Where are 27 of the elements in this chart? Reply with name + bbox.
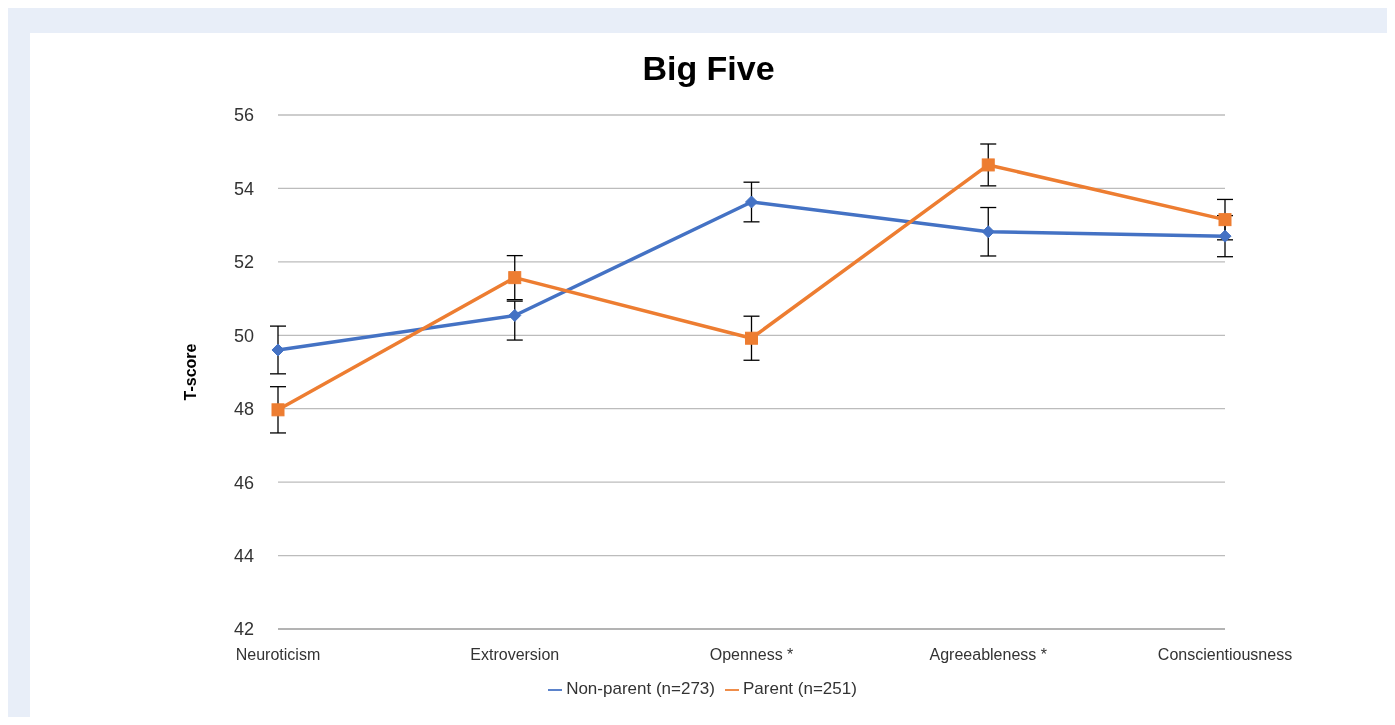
point xyxy=(981,158,995,172)
legend-label: Parent (n=251) xyxy=(742,679,857,698)
y-tick-label: 48 xyxy=(233,399,254,420)
point xyxy=(508,308,522,322)
y-tick-label: 54 xyxy=(233,178,254,199)
y-tick-label: 50 xyxy=(233,325,254,346)
x-tick-label: Agreeableness * xyxy=(929,646,1047,664)
x-tick-label: Openness * xyxy=(709,646,794,664)
y-axis-title: T-score xyxy=(181,343,199,401)
point xyxy=(508,271,522,285)
y-tick-label: 52 xyxy=(233,252,254,273)
point xyxy=(1218,213,1232,227)
y-tick-label: 46 xyxy=(233,472,254,493)
x-tick-label: Neuroticism xyxy=(235,646,321,664)
x-tick-label: Conscientiousness xyxy=(1157,646,1293,664)
y-tick-label: 44 xyxy=(233,545,254,566)
point xyxy=(745,195,758,209)
point xyxy=(271,403,285,417)
point xyxy=(1218,229,1232,243)
y-tick-label: 42 xyxy=(233,619,254,640)
point xyxy=(271,343,285,357)
legend-label: Non-parent (n=273) xyxy=(566,679,715,698)
point xyxy=(981,225,995,239)
x-tick-label: Extroversion xyxy=(470,646,560,664)
point xyxy=(745,331,758,345)
y-tick-label: 56 xyxy=(233,105,254,126)
chart-title: Big Five xyxy=(641,49,776,89)
